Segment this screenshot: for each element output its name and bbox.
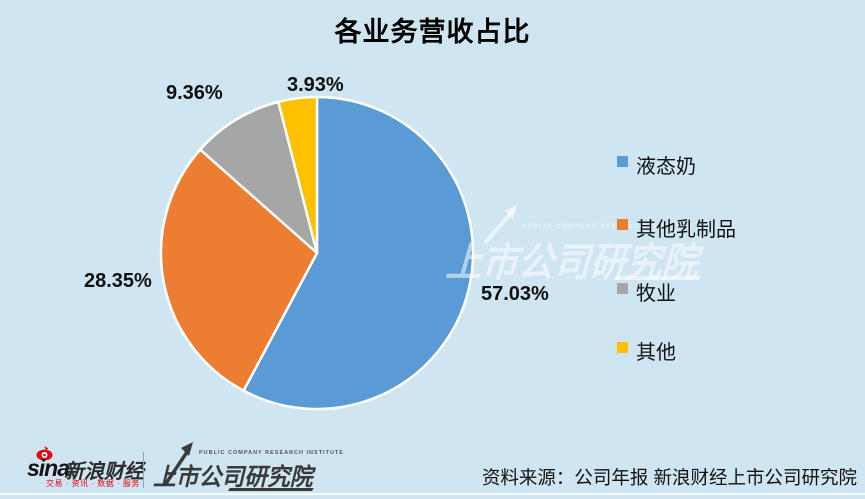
slice-label-husbandry: 9.36% <box>166 82 223 104</box>
legend: 液态奶 其他乳制品 牧业 其他 <box>617 0 837 400</box>
slice-label-liquid-milk: 57.03% <box>481 283 549 305</box>
institute-name: 上市公司研究院 <box>153 464 313 491</box>
source-note: 资料来源：公司年报 新浪财经上市公司研究院 <box>481 467 857 488</box>
sina-brand: sina <box>27 455 70 481</box>
legend-swatch-blue <box>617 156 628 167</box>
slice-label-other: 3.93% <box>287 74 344 96</box>
logo-divider <box>143 452 144 488</box>
sina-eye-icon <box>36 446 53 461</box>
pie-slice-0 <box>242 95 475 411</box>
pie-chart <box>156 92 478 414</box>
slice-label-other-dairy: 28.35% <box>84 270 152 292</box>
legend-item-label: 其他 <box>636 340 676 364</box>
legend-item-label: 液态奶 <box>636 154 696 178</box>
legend-item-label: 其他乳制品 <box>636 217 736 241</box>
pie-slice-1 <box>159 148 319 392</box>
rocket-arrow-icon <box>163 442 193 486</box>
sina-name: 新浪财经 <box>64 461 144 483</box>
legend-item-other: 其他 <box>617 336 676 365</box>
footer-logo-sina: sina 新浪财经 交易 · 资讯 · 数据 · 服务 <box>27 446 144 491</box>
sina-tagline: 交易 · 资讯 · 数据 · 服务 <box>46 479 140 488</box>
institute-subtitle: PUBLIC COMPANY RESEARCH INSTITUTE <box>199 450 344 456</box>
institute-underline <box>228 488 314 491</box>
bottom-divider <box>0 493 865 495</box>
legend-item-label: 牧业 <box>636 281 676 305</box>
legend-item-husbandry: 牧业 <box>617 277 676 306</box>
legend-item-other-dairy: 其他乳制品 <box>617 213 736 242</box>
legend-item-liquid-milk: 液态奶 <box>617 150 696 179</box>
footer-logo-institute: PUBLIC COMPANY RESEARCH INSTITUTE 上市公司研究… <box>153 442 353 492</box>
chart-title: 各业务营收占比 <box>334 17 531 47</box>
legend-swatch-orange <box>617 219 628 230</box>
legend-swatch-gray <box>617 283 628 294</box>
rocket-arrow-icon <box>483 205 517 245</box>
pie-slice-3 <box>277 95 319 255</box>
pie-chart-svg <box>159 95 475 411</box>
legend-swatch-yellow <box>617 342 628 353</box>
